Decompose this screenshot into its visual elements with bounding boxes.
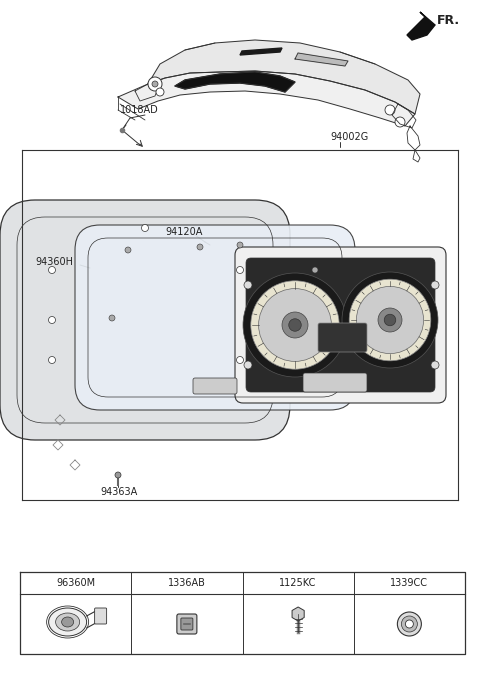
Circle shape — [406, 620, 413, 628]
Text: 94002G: 94002G — [330, 132, 368, 142]
FancyBboxPatch shape — [318, 323, 367, 352]
Circle shape — [378, 308, 402, 332]
Circle shape — [251, 281, 339, 369]
Circle shape — [431, 361, 439, 369]
FancyBboxPatch shape — [75, 225, 355, 410]
Ellipse shape — [56, 613, 80, 631]
Circle shape — [312, 267, 318, 273]
Polygon shape — [240, 48, 282, 55]
Circle shape — [142, 225, 148, 232]
Polygon shape — [407, 12, 435, 40]
Circle shape — [152, 81, 158, 87]
Circle shape — [48, 316, 56, 323]
Text: FR.: FR. — [437, 13, 460, 27]
Circle shape — [282, 312, 308, 338]
Circle shape — [244, 281, 252, 289]
Circle shape — [243, 273, 347, 377]
Polygon shape — [295, 53, 348, 66]
FancyBboxPatch shape — [246, 258, 435, 392]
Circle shape — [349, 279, 431, 360]
Text: 94120A: 94120A — [165, 227, 203, 237]
Circle shape — [237, 242, 243, 248]
Circle shape — [384, 314, 396, 326]
FancyBboxPatch shape — [177, 614, 197, 634]
FancyBboxPatch shape — [95, 608, 107, 624]
Circle shape — [115, 472, 121, 478]
Circle shape — [401, 616, 418, 632]
Circle shape — [197, 244, 203, 250]
Ellipse shape — [48, 608, 86, 636]
Circle shape — [259, 288, 331, 361]
Circle shape — [148, 77, 162, 91]
Circle shape — [48, 267, 56, 274]
Circle shape — [237, 356, 243, 363]
FancyBboxPatch shape — [303, 373, 367, 392]
Polygon shape — [292, 607, 304, 621]
FancyBboxPatch shape — [181, 618, 193, 630]
Circle shape — [237, 267, 243, 274]
FancyBboxPatch shape — [193, 378, 237, 394]
Text: 94360H: 94360H — [35, 257, 73, 267]
Circle shape — [312, 307, 318, 313]
Circle shape — [156, 88, 164, 96]
Polygon shape — [148, 40, 420, 114]
Circle shape — [109, 315, 115, 321]
Text: 1125KC: 1125KC — [279, 578, 317, 588]
Circle shape — [48, 356, 56, 363]
Ellipse shape — [61, 617, 73, 627]
Circle shape — [342, 272, 438, 368]
Circle shape — [289, 318, 301, 331]
Circle shape — [385, 105, 395, 115]
Text: 1339CC: 1339CC — [390, 578, 428, 588]
Circle shape — [431, 281, 439, 289]
Circle shape — [356, 286, 424, 354]
Circle shape — [397, 612, 421, 636]
Circle shape — [244, 361, 252, 369]
Circle shape — [125, 247, 131, 253]
FancyBboxPatch shape — [0, 200, 290, 440]
Text: 96360M: 96360M — [56, 578, 95, 588]
Polygon shape — [175, 72, 295, 92]
Text: 1336AB: 1336AB — [168, 578, 206, 588]
Circle shape — [395, 117, 405, 127]
Polygon shape — [118, 71, 415, 126]
FancyBboxPatch shape — [235, 247, 446, 403]
Text: 1018AD: 1018AD — [120, 105, 159, 115]
Text: 94363A: 94363A — [100, 487, 137, 497]
